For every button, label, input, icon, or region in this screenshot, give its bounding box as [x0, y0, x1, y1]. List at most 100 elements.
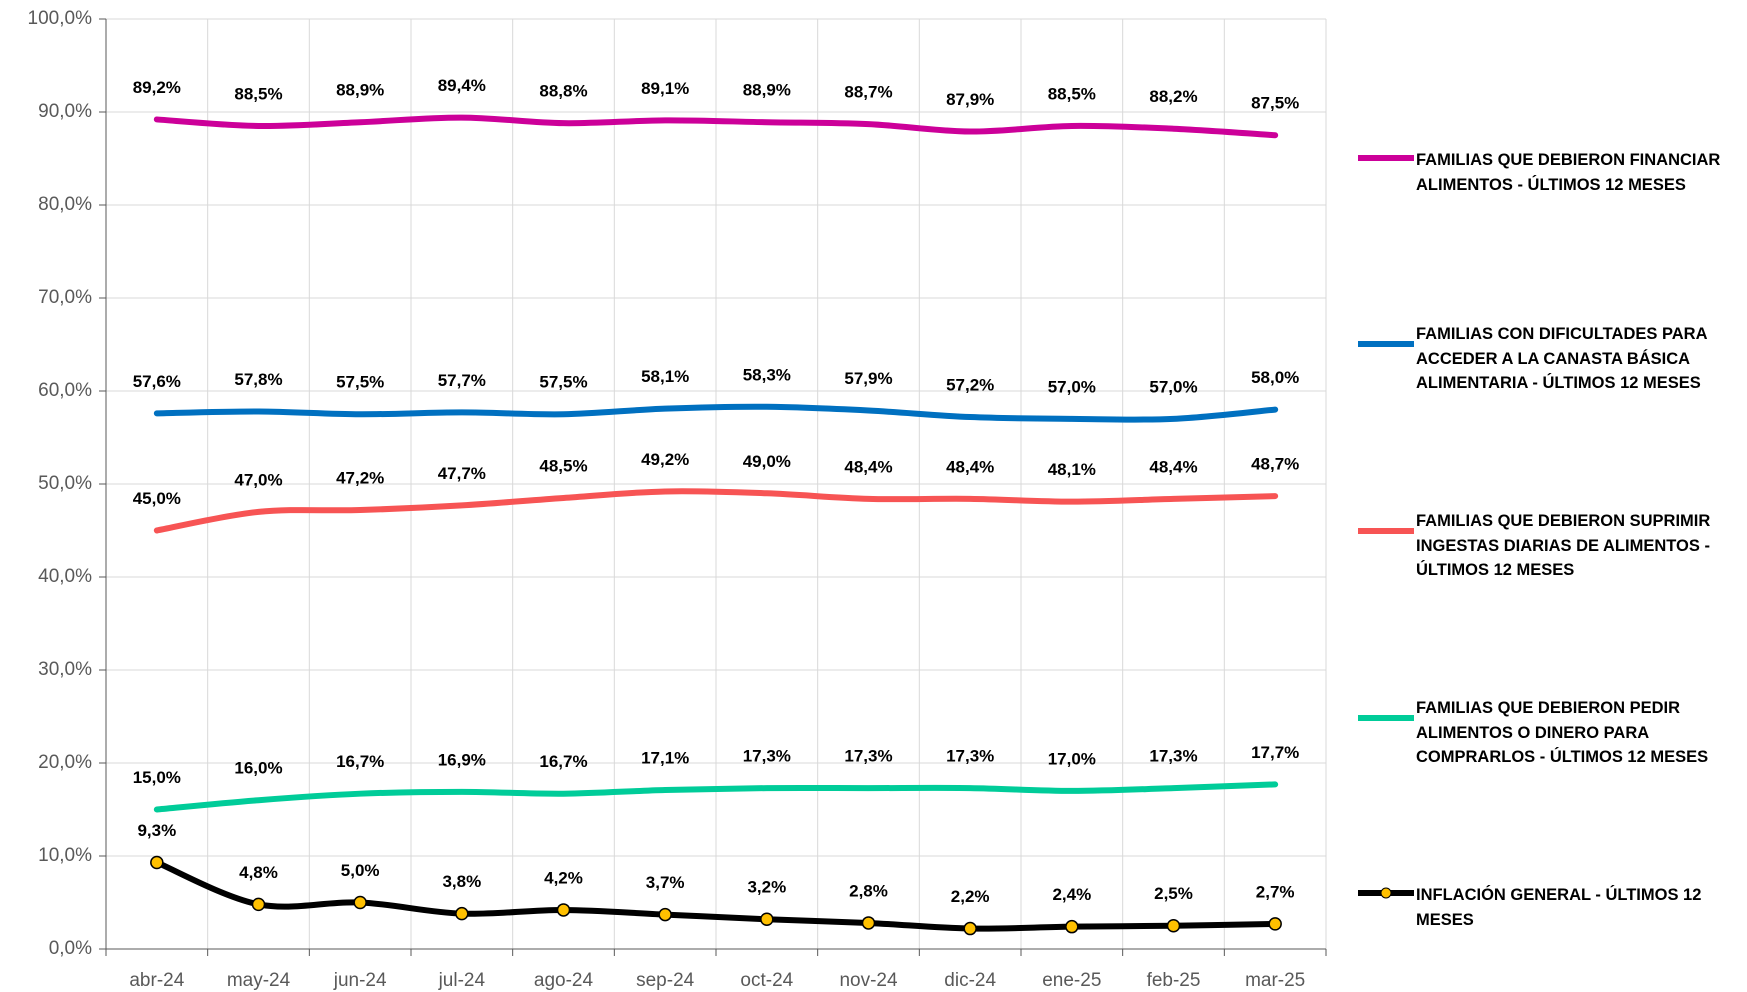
data-label: 88,7%: [844, 83, 892, 102]
x-tick-label: ene-25: [1042, 970, 1101, 991]
legend-item: FAMILIAS QUE DEBIERON FINANCIAR ALIMENTO…: [1356, 133, 1746, 213]
x-tick-label: sep-24: [636, 970, 695, 991]
x-tick-label: ago-24: [534, 970, 594, 991]
data-label: 49,2%: [641, 450, 689, 469]
x-tick-label: abr-24: [129, 970, 184, 991]
x-tick-label: jul-24: [438, 970, 486, 991]
data-label: 47,0%: [234, 470, 282, 489]
legend-label: INFLACIÓN GENERAL - ÚLTIMOS 12 MESES: [1416, 886, 1702, 929]
y-tick-label: 0,0%: [49, 938, 92, 959]
data-label: 17,0%: [1048, 749, 1096, 768]
data-label: 57,5%: [539, 373, 587, 392]
data-label: 57,2%: [946, 376, 994, 395]
point-marker: [1065, 919, 1079, 934]
data-label: 2,8%: [849, 881, 888, 900]
series-line: [153, 403, 1279, 423]
data-label: 57,5%: [336, 373, 384, 392]
series-line: [153, 781, 1279, 813]
point-marker: [150, 855, 164, 870]
data-label: 88,9%: [336, 81, 384, 100]
data-label: 88,5%: [234, 84, 282, 103]
data-label: 17,3%: [946, 747, 994, 766]
x-tick-label: feb-25: [1147, 970, 1201, 991]
data-label: 89,1%: [641, 79, 689, 98]
y-tick-label: 100,0%: [28, 8, 93, 29]
point-marker: [1268, 917, 1282, 931]
point-marker: [861, 916, 876, 930]
data-label: 48,4%: [1149, 457, 1197, 476]
data-label: 58,3%: [743, 365, 791, 384]
data-label: 17,7%: [1251, 743, 1299, 762]
legend-swatch: [1358, 715, 1414, 721]
point-marker: [455, 906, 469, 921]
data-label: 58,0%: [1251, 368, 1299, 387]
data-label: 2,2%: [951, 887, 990, 906]
legend-swatch: [1358, 528, 1414, 534]
x-tick-label: oct-24: [740, 970, 793, 991]
data-label: 47,7%: [438, 464, 486, 483]
data-label: 48,1%: [1048, 460, 1096, 479]
point-marker: [353, 895, 367, 910]
data-label: 88,2%: [1149, 87, 1197, 106]
data-label: 87,5%: [1251, 94, 1299, 113]
data-label: 4,8%: [239, 863, 278, 882]
data-label: 57,7%: [438, 371, 486, 390]
x-tick-label: dic-24: [944, 970, 996, 991]
legend-label: FAMILIAS QUE DEBIERON PEDIR ALIMENTOS O …: [1416, 698, 1709, 767]
y-tick-label: 90,0%: [38, 101, 92, 122]
legend-label: FAMILIAS QUE DEBIERON FINANCIAR ALIMENTO…: [1416, 151, 1721, 194]
data-label: 47,2%: [336, 469, 384, 488]
data-label: 17,3%: [1149, 747, 1197, 766]
point-marker: [963, 921, 977, 936]
data-label: 57,0%: [1048, 377, 1096, 396]
series-line: [153, 114, 1279, 139]
data-label: 57,0%: [1149, 377, 1197, 396]
legend-swatch: [1358, 341, 1414, 347]
data-label: 17,1%: [641, 748, 689, 767]
data-label: 3,7%: [646, 873, 685, 892]
data-label: 2,4%: [1052, 885, 1091, 904]
legend-item: FAMILIAS CON DIFICULTADES PARA ACCEDER A…: [1356, 319, 1746, 399]
legend-swatch: [1358, 887, 1414, 899]
y-tick-label: 70,0%: [38, 287, 92, 308]
data-label: 2,7%: [1256, 882, 1295, 901]
y-tick-label: 50,0%: [38, 473, 92, 494]
data-label: 57,8%: [234, 370, 282, 389]
data-label: 17,3%: [743, 747, 791, 766]
x-tick-label: jun-24: [333, 970, 387, 991]
y-tick-label: 30,0%: [38, 659, 92, 680]
legend-label: FAMILIAS QUE DEBIERON SUPRIMIR INGESTAS …: [1416, 511, 1711, 580]
point-marker: [1166, 919, 1181, 933]
data-label: 5,0%: [341, 861, 380, 880]
point-marker: [760, 912, 774, 926]
data-label: 89,4%: [438, 76, 486, 95]
y-tick-label: 20,0%: [38, 752, 92, 773]
data-label: 3,2%: [747, 878, 786, 897]
legend-item: FAMILIAS QUE DEBIERON PEDIR ALIMENTOS O …: [1356, 693, 1746, 773]
data-label: 89,2%: [133, 78, 181, 97]
series-line: [153, 488, 1279, 534]
data-label: 49,0%: [743, 452, 791, 471]
y-tick-label: 40,0%: [38, 566, 92, 587]
data-label: 2,5%: [1154, 884, 1193, 903]
x-tick-label: nov-24: [839, 970, 898, 991]
data-label: 88,8%: [539, 82, 587, 101]
data-label: 16,7%: [539, 752, 587, 771]
data-label: 88,5%: [1048, 84, 1096, 103]
y-tick-label: 80,0%: [38, 194, 92, 215]
legend-item: INFLACIÓN GENERAL - ÚLTIMOS 12 MESES: [1356, 868, 1746, 948]
data-label: 17,3%: [844, 747, 892, 766]
data-label: 87,9%: [946, 90, 994, 109]
data-label: 45,0%: [133, 489, 181, 508]
legend-item: FAMILIAS QUE DEBIERON SUPRIMIR INGESTAS …: [1356, 506, 1746, 586]
data-label: 58,1%: [641, 367, 689, 386]
legend-swatch: [1358, 155, 1414, 161]
data-label: 48,4%: [946, 457, 994, 476]
point-marker: [251, 897, 266, 912]
x-tick-label: may-24: [227, 970, 291, 991]
legend-label: FAMILIAS CON DIFICULTADES PARA ACCEDER A…: [1416, 324, 1707, 393]
data-label: 3,8%: [442, 872, 481, 891]
point-marker: [556, 903, 571, 917]
